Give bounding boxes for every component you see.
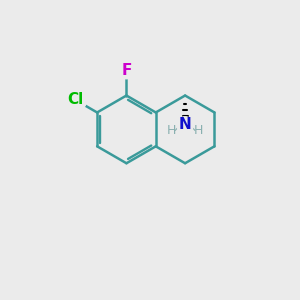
- Text: H: H: [194, 124, 203, 137]
- Text: Cl: Cl: [67, 92, 84, 107]
- Circle shape: [118, 62, 135, 79]
- Text: F: F: [121, 63, 132, 78]
- Text: H: H: [167, 124, 176, 137]
- Circle shape: [177, 117, 193, 133]
- Text: N: N: [179, 118, 191, 133]
- Circle shape: [64, 89, 87, 111]
